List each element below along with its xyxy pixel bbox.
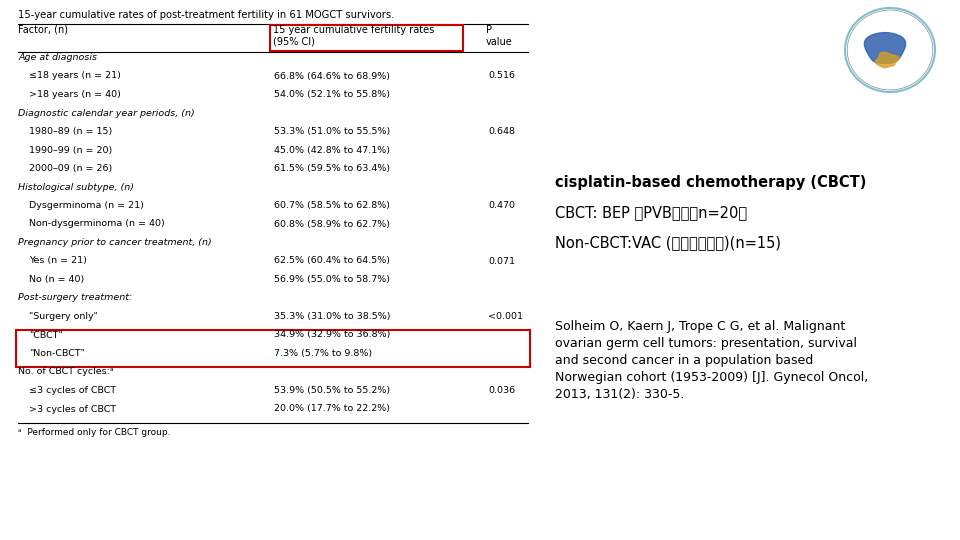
Text: 56.9% (55.0% to 58.7%): 56.9% (55.0% to 58.7%)	[274, 275, 390, 284]
Text: No. of CBCT cycles:ᵃ: No. of CBCT cycles:ᵃ	[18, 368, 113, 376]
Text: Norwegian cohort (1953-2009) [J]. Gynecol Oncol,: Norwegian cohort (1953-2009) [J]. Gyneco…	[555, 371, 868, 384]
Text: Solheim O, Kaern J, Trope C G, et al. Malignant: Solheim O, Kaern J, Trope C G, et al. Ma…	[555, 320, 845, 333]
Text: Pregnancy prior to cancer treatment, (n): Pregnancy prior to cancer treatment, (n)	[18, 238, 212, 247]
Text: Non-dysgerminoma (n = 40): Non-dysgerminoma (n = 40)	[29, 219, 165, 228]
Text: cisplatin-based chemotherapy (CBCT): cisplatin-based chemotherapy (CBCT)	[555, 175, 866, 190]
Text: 0.470: 0.470	[488, 201, 515, 210]
Text: 2013, 131(2): 330-5.: 2013, 131(2): 330-5.	[555, 388, 684, 401]
Text: 20.0% (17.7% to 22.2%): 20.0% (17.7% to 22.2%)	[274, 404, 390, 414]
Text: Age at diagnosis: Age at diagnosis	[18, 53, 97, 62]
Text: 34.9% (32.9% to 36.8%): 34.9% (32.9% to 36.8%)	[274, 330, 391, 340]
Text: 0.648: 0.648	[488, 127, 515, 136]
Polygon shape	[864, 32, 905, 63]
Text: 66.8% (64.6% to 68.9%): 66.8% (64.6% to 68.9%)	[274, 71, 390, 80]
Text: Non-CBCT:VAC (含烷化剂方案)(n=15): Non-CBCT:VAC (含烷化剂方案)(n=15)	[555, 235, 781, 250]
Text: 60.8% (58.9% to 62.7%): 60.8% (58.9% to 62.7%)	[274, 219, 390, 228]
Text: Post-surgery treatment:: Post-surgery treatment:	[18, 294, 132, 302]
Text: 54.0% (52.1% to 55.8%): 54.0% (52.1% to 55.8%)	[274, 90, 390, 99]
Text: >3 cycles of CBCT: >3 cycles of CBCT	[29, 404, 116, 414]
Text: 53.3% (51.0% to 55.5%): 53.3% (51.0% to 55.5%)	[274, 127, 391, 136]
Text: Factor, (n): Factor, (n)	[18, 25, 68, 35]
Text: Histological subtype, (n): Histological subtype, (n)	[18, 183, 134, 192]
Text: "CBCT": "CBCT"	[29, 330, 62, 340]
Text: >18 years (n = 40): >18 years (n = 40)	[29, 90, 121, 99]
Text: 15-year cumulative rates of post-treatment fertility in 61 MOGCT survivors.: 15-year cumulative rates of post-treatme…	[18, 10, 395, 20]
Text: 1980–89 (n = 15): 1980–89 (n = 15)	[29, 127, 112, 136]
Text: "Surgery only": "Surgery only"	[29, 312, 98, 321]
Text: Diagnostic calendar year periods, (n): Diagnostic calendar year periods, (n)	[18, 109, 195, 118]
Text: 0.516: 0.516	[488, 71, 515, 80]
Text: 35.3% (31.0% to 38.5%): 35.3% (31.0% to 38.5%)	[274, 312, 391, 321]
Text: 0.036: 0.036	[488, 386, 516, 395]
Text: ≤3 cycles of CBCT: ≤3 cycles of CBCT	[29, 386, 116, 395]
Text: P
value: P value	[486, 25, 513, 46]
Text: 1990–99 (n = 20): 1990–99 (n = 20)	[29, 145, 112, 154]
Text: 7.3% (5.7% to 9.8%): 7.3% (5.7% to 9.8%)	[274, 349, 372, 358]
Text: 0.071: 0.071	[488, 256, 515, 266]
Text: No (n = 40): No (n = 40)	[29, 275, 84, 284]
Text: CBCT: BEP 和PVB方案（n=20）: CBCT: BEP 和PVB方案（n=20）	[555, 205, 747, 220]
Text: 2000–09 (n = 26): 2000–09 (n = 26)	[29, 164, 112, 173]
Text: <0.001: <0.001	[488, 312, 523, 321]
Text: "Non-CBCT": "Non-CBCT"	[29, 349, 84, 358]
Text: 62.5% (60.4% to 64.5%): 62.5% (60.4% to 64.5%)	[274, 256, 390, 266]
Polygon shape	[876, 52, 899, 68]
Text: 45.0% (42.8% to 47.1%): 45.0% (42.8% to 47.1%)	[274, 145, 390, 154]
Text: Dysgerminoma (n = 21): Dysgerminoma (n = 21)	[29, 201, 144, 210]
Text: 60.7% (58.5% to 62.8%): 60.7% (58.5% to 62.8%)	[274, 201, 390, 210]
Text: and second cancer in a population based: and second cancer in a population based	[555, 354, 813, 367]
Text: 15 year cumulative fertility rates
(95% CI): 15 year cumulative fertility rates (95% …	[273, 25, 434, 46]
Text: ovarian germ cell tumors: presentation, survival: ovarian germ cell tumors: presentation, …	[555, 337, 857, 350]
Text: Yes (n = 21): Yes (n = 21)	[29, 256, 86, 266]
Text: ≤18 years (n = 21): ≤18 years (n = 21)	[29, 71, 121, 80]
Text: 53.9% (50.5% to 55.2%): 53.9% (50.5% to 55.2%)	[274, 386, 390, 395]
Text: 61.5% (59.5% to 63.4%): 61.5% (59.5% to 63.4%)	[274, 164, 390, 173]
Text: ᵃ  Performed only for CBCT group.: ᵃ Performed only for CBCT group.	[18, 428, 171, 437]
